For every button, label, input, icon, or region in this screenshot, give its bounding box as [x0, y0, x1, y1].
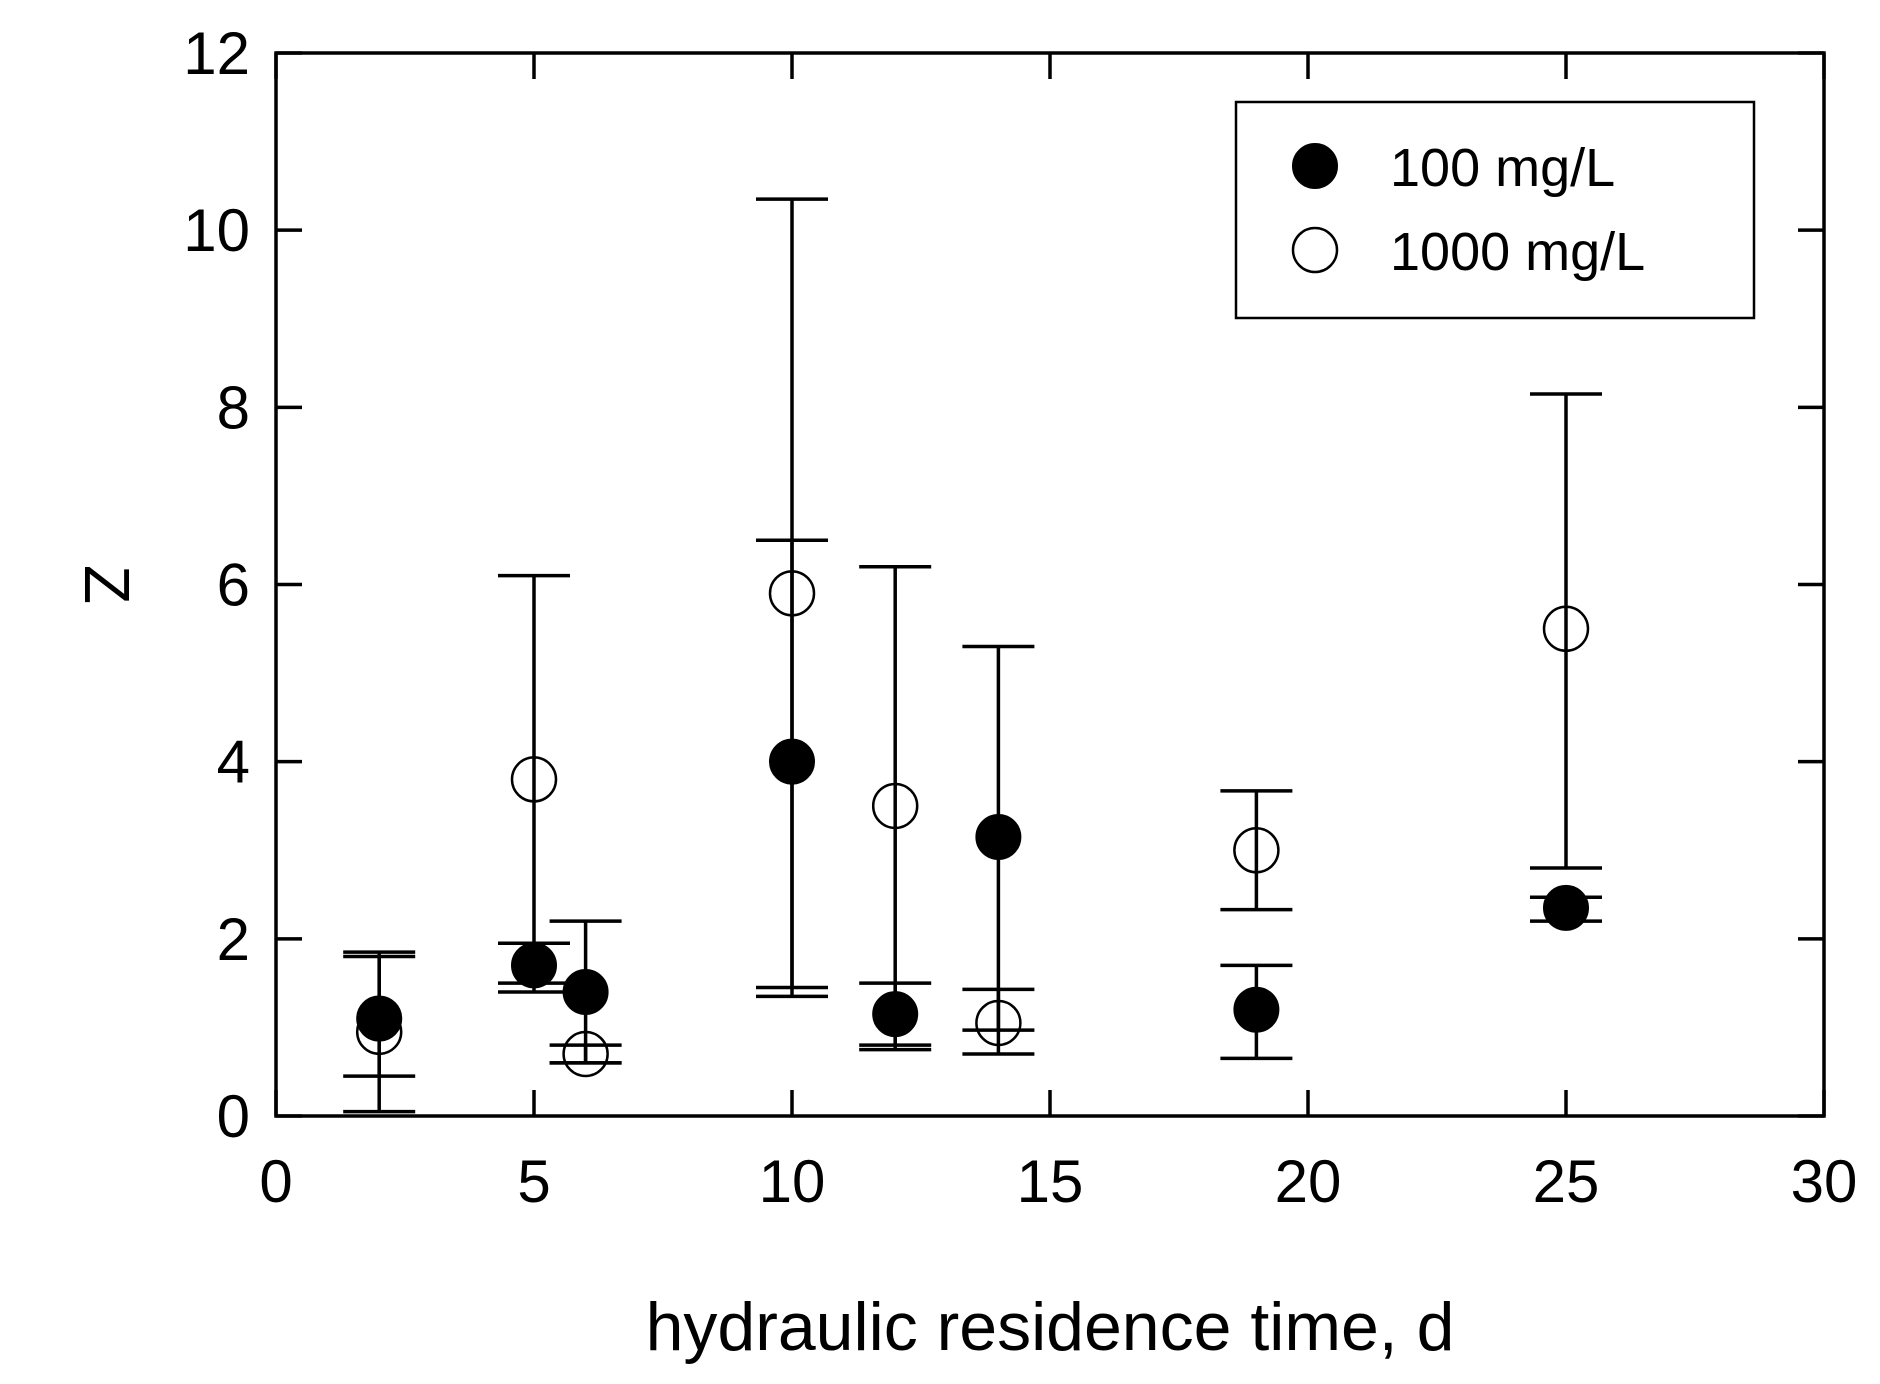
- y-tick-label: 6: [217, 552, 250, 619]
- data-point-filled: [1233, 986, 1280, 1033]
- legend-label-1000-mg-l: 1000 mg/L: [1390, 222, 1645, 282]
- data-point-open: [510, 756, 558, 803]
- legend-box: [1234, 100, 1756, 320]
- data-point-filled: [562, 968, 609, 1015]
- y-axis-label: Z: [71, 565, 143, 604]
- y-tick-labels: 0 2 4 6 8 10 12: [183, 20, 250, 1150]
- legend-marker-filled-circle: [1292, 143, 1338, 189]
- x-tick-label: 15: [1017, 1148, 1084, 1215]
- x-tick-label: 25: [1533, 1148, 1600, 1215]
- data-point-open: [975, 999, 1022, 1047]
- x-tick-label: 5: [517, 1148, 550, 1215]
- y-tick-label: 12: [183, 20, 250, 87]
- y-tick-label: 2: [217, 906, 250, 973]
- data-point-filled: [975, 813, 1022, 860]
- x-axis-label: hydraulic residence time, d: [646, 1289, 1455, 1365]
- data-point-open: [871, 782, 919, 830]
- data-point-open: [355, 1008, 403, 1056]
- x-tick-label: 10: [759, 1148, 826, 1215]
- plot-marks: [343, 197, 1602, 1114]
- legend-label-100-mg-l: 100 mg/L: [1390, 138, 1615, 198]
- y-tick-label: 4: [217, 729, 250, 796]
- x-tick-labels: 0 5 10 15 20 25 30: [259, 1148, 1857, 1215]
- data-point-open: [562, 1030, 609, 1078]
- y-tick-label: 0: [217, 1083, 250, 1150]
- data-point-filled: [1543, 884, 1589, 931]
- axis-ticks: [274, 51, 1826, 1118]
- series-1000-mg-l: [343, 197, 1602, 1114]
- data-point-open: [768, 570, 816, 617]
- x-tick-label: 0: [259, 1148, 292, 1215]
- x-tick-label: 20: [1275, 1148, 1342, 1215]
- legend: 100 mg/L 1000 mg/L: [1234, 100, 1756, 320]
- data-point-open: [1542, 605, 1590, 653]
- legend-marker-open-circle: [1291, 226, 1339, 274]
- y-tick-label: 10: [183, 197, 250, 264]
- x-tick-label: 30: [1791, 1148, 1858, 1215]
- data-point-open: [1233, 827, 1280, 874]
- y-tick-label: 8: [217, 374, 250, 441]
